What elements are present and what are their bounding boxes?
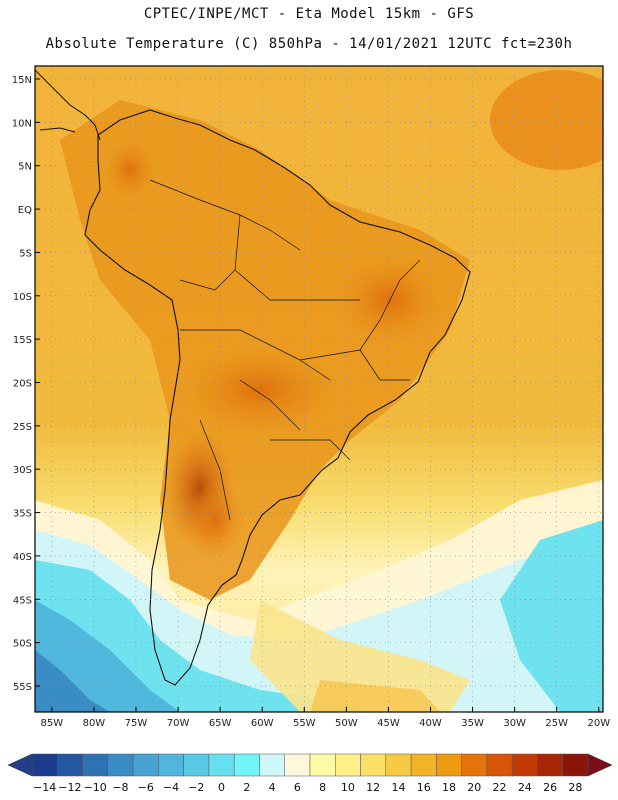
lat-tick-label: 40S (13, 552, 32, 563)
colorbar-label: 16 (417, 781, 431, 794)
lon-tick-label: 25W (545, 718, 568, 729)
lon-tick-label: 35W (461, 718, 484, 729)
colorbar-label: 24 (518, 781, 532, 794)
colorbar-swatch (537, 753, 563, 777)
lat-tick-label: 20S (13, 378, 32, 389)
longitude-axis: 85W 80W 75W 70W 65W 60W 55W 50W 45W 40W 35W 30W 25W 2… (41, 707, 610, 729)
colorbar-swatch (436, 753, 462, 777)
lat-tick-label: EQ (18, 205, 32, 216)
colorbar-swatch (360, 753, 387, 777)
colorbar-label: −4 (163, 781, 179, 794)
colorbar-swatch (158, 753, 184, 777)
colorbar-swatch (461, 753, 488, 777)
colorbar-swatch (335, 753, 361, 777)
colorbar-label: 18 (442, 781, 456, 794)
lat-tick-label: 15N (12, 75, 32, 86)
lat-tick-label: 55S (13, 682, 32, 693)
colorbar-swatches (7, 753, 613, 777)
colorbar-label: 14 (391, 781, 405, 794)
colorbar-label: 6 (294, 781, 301, 794)
colorbar-swatch (309, 753, 336, 777)
lat-tick-label: 5N (18, 162, 32, 173)
colorbar-under-arrow (7, 753, 33, 777)
colorbar-swatch (410, 753, 437, 777)
colorbar-swatch (208, 753, 235, 777)
colorbar-swatch (259, 753, 285, 777)
lon-tick-label: 60W (251, 718, 274, 729)
colorbar-swatch (132, 753, 159, 777)
colorbar-label: −14 (33, 781, 56, 794)
lat-tick-label: 35S (13, 509, 32, 520)
colorbar-swatch (31, 753, 58, 777)
colorbar-swatch (233, 753, 260, 777)
colorbar-swatch (284, 753, 311, 777)
colorbar: −14 −12 −10 −8 −6 −4 −2 0 2 4 6 8 10 12 14 16 18 20 22 24 26… (7, 753, 613, 794)
colorbar-swatch (107, 753, 134, 777)
colorbar-swatch (562, 753, 589, 777)
chart-title-line1: CPTEC/INPE/MCT - Eta Model 15km - GFS (143, 6, 475, 22)
temperature-field (35, 66, 603, 712)
colorbar-swatch (385, 753, 412, 777)
lon-tick-label: 20W (587, 718, 610, 729)
colorbar-label: −12 (58, 781, 81, 794)
colorbar-label: −10 (84, 781, 107, 794)
colorbar-swatch (486, 753, 513, 777)
lon-tick-label: 50W (335, 718, 358, 729)
colorbar-label: −2 (188, 781, 204, 794)
lon-tick-label: 70W (167, 718, 190, 729)
lon-tick-label: 40W (419, 718, 442, 729)
lat-tick-label: 25S (13, 422, 32, 433)
colorbar-swatch (511, 753, 538, 777)
lon-tick-label: 45W (377, 718, 400, 729)
colorbar-label: 26 (543, 781, 557, 794)
colorbar-swatch (183, 753, 210, 777)
map-frame (34, 65, 604, 713)
map-panel: 15N 10N 5N EQ 5S 10S 15S 20S 25S 30S 35S 40S 45S 50S 5… (12, 65, 610, 729)
lat-tick-label: 15S (13, 335, 32, 346)
lon-tick-label: 85W (41, 718, 64, 729)
lon-tick-label: 65W (209, 718, 232, 729)
colorbar-label: 12 (366, 781, 380, 794)
colorbar-label: 0 (218, 781, 225, 794)
lon-tick-label: 55W (293, 718, 316, 729)
lat-tick-label: 10S (13, 292, 32, 303)
colorbar-label: 2 (243, 781, 250, 794)
lat-tick-label: 50S (13, 639, 32, 650)
south-america-coastline (84, 109, 471, 686)
lat-tick-label: 10N (12, 118, 32, 129)
lon-tick-label: 80W (83, 718, 106, 729)
colorbar-labels: −14 −12 −10 −8 −6 −4 −2 0 2 4 6 8 10 12 14 16 18 20 22 24 26… (33, 781, 582, 794)
lat-tick-label: 45S (13, 595, 32, 606)
country-borders (149, 179, 421, 521)
colorbar-label: 20 (467, 781, 481, 794)
latitude-axis: 15N 10N 5N EQ 5S 10S 15S 20S 25S 30S 35S 40S 45S 50S 5… (12, 75, 40, 693)
colorbar-label: 4 (269, 781, 276, 794)
colorbar-label: −6 (138, 781, 154, 794)
colorbar-label: −8 (112, 781, 128, 794)
colorbar-over-arrow (587, 753, 613, 777)
colorbar-label: 10 (341, 781, 355, 794)
lon-tick-label: 30W (503, 718, 526, 729)
colorbar-label: 28 (568, 781, 582, 794)
lon-tick-label: 75W (125, 718, 148, 729)
lat-tick-label: 5S (19, 248, 32, 259)
colorbar-label: 22 (493, 781, 507, 794)
chart-title-line2: Absolute Temperature (C) 850hPa - 14/01/… (45, 36, 573, 52)
colorbar-swatch (82, 753, 109, 777)
lat-tick-label: 30S (13, 465, 32, 476)
colorbar-label: 8 (319, 781, 326, 794)
colorbar-swatch (57, 753, 83, 777)
